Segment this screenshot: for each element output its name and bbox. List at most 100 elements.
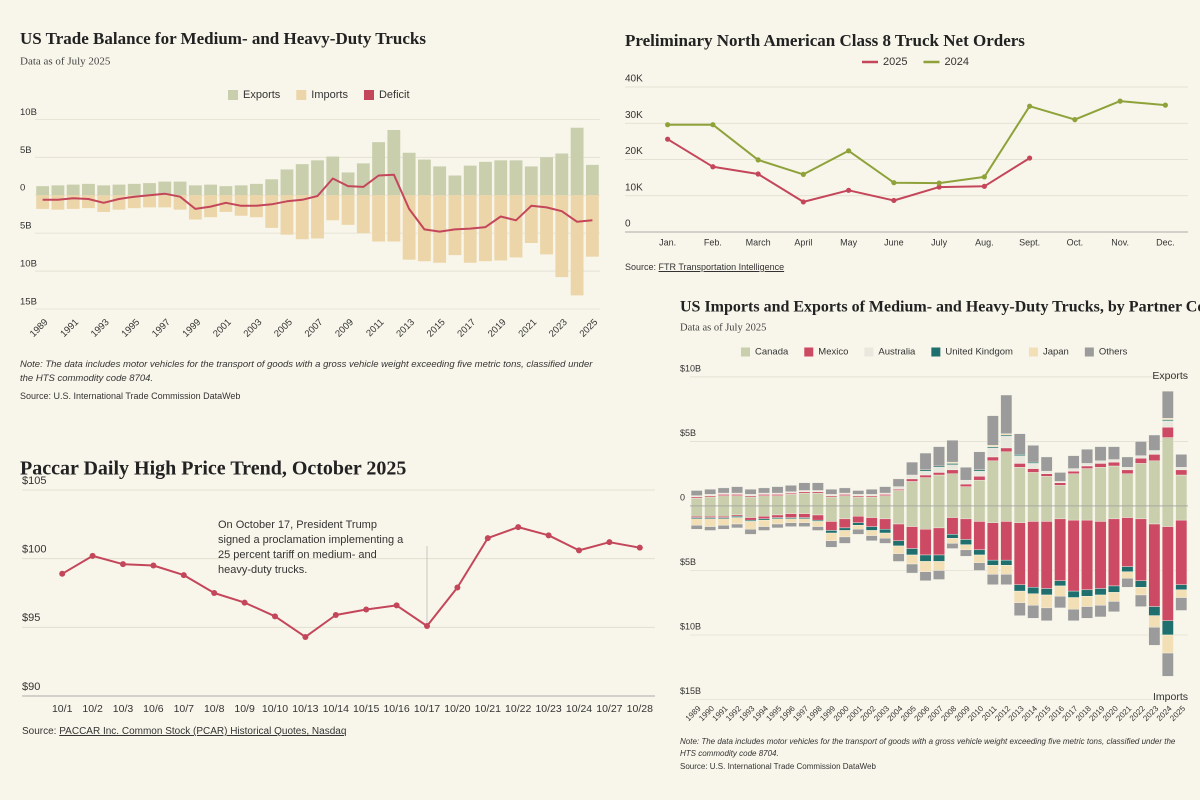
bar-segment bbox=[731, 486, 743, 494]
bar-segment bbox=[771, 495, 784, 507]
bar-segment bbox=[690, 525, 703, 530]
bar bbox=[250, 183, 263, 196]
data-point bbox=[484, 535, 491, 542]
bar-segment bbox=[1161, 526, 1174, 621]
source-link[interactable]: FTR Transportation Intelligence bbox=[658, 262, 785, 272]
bar bbox=[204, 184, 218, 196]
bar-segment bbox=[731, 505, 743, 516]
y-tick-label: $90 bbox=[22, 681, 40, 693]
bar-segment bbox=[1135, 594, 1147, 607]
x-tick-label: July bbox=[931, 237, 948, 247]
bar-segment bbox=[1108, 518, 1120, 587]
data-point bbox=[241, 599, 248, 606]
bar-segment bbox=[798, 505, 811, 514]
x-tick-label: 2011 bbox=[364, 317, 386, 339]
chart-source: Source: FTR Transportation Intelligence bbox=[625, 262, 784, 272]
x-tick-label: 1989 bbox=[28, 317, 51, 340]
bar-segment bbox=[785, 505, 797, 514]
bar bbox=[219, 186, 233, 196]
bar bbox=[448, 195, 462, 256]
y-tick-label: 10B bbox=[20, 259, 37, 270]
y-tick-label: 40K bbox=[625, 74, 643, 85]
bar-segment bbox=[1067, 455, 1080, 469]
bar bbox=[570, 127, 584, 196]
bar-segment bbox=[852, 525, 865, 530]
bar-segment bbox=[1000, 436, 1013, 449]
bar-segment bbox=[879, 538, 892, 544]
bar-segment bbox=[771, 486, 784, 494]
bar-segment bbox=[852, 528, 865, 535]
bar-segment bbox=[1040, 476, 1053, 507]
bar bbox=[188, 195, 202, 220]
bar-segment bbox=[1013, 467, 1026, 507]
bar-segment bbox=[1175, 505, 1188, 521]
x-tick-label: 1999 bbox=[181, 317, 204, 340]
bar-segment bbox=[1148, 505, 1161, 525]
bar-segment bbox=[1013, 433, 1026, 455]
bar-segment bbox=[825, 488, 838, 495]
bar-segment bbox=[960, 479, 972, 485]
bar-segment bbox=[1135, 587, 1147, 596]
y-tick-label: $5B bbox=[680, 428, 696, 438]
bar-segment bbox=[1161, 505, 1174, 527]
bar-segment bbox=[946, 439, 959, 463]
bar-segment bbox=[1067, 597, 1080, 610]
bar-segment bbox=[1081, 463, 1093, 467]
bar-segment bbox=[1040, 505, 1053, 522]
data-point bbox=[981, 183, 987, 189]
bar-segment bbox=[892, 486, 905, 490]
x-tick-label: 2025 bbox=[578, 317, 601, 340]
bar-segment bbox=[825, 530, 838, 534]
bar-segment bbox=[1094, 463, 1107, 468]
bar-segment bbox=[892, 490, 905, 507]
axis-annotation: Exports bbox=[1152, 370, 1188, 382]
bar-segment bbox=[812, 526, 824, 531]
bar-segment bbox=[758, 516, 770, 520]
legend-label: Exports bbox=[243, 89, 281, 101]
bar-segment bbox=[933, 472, 945, 476]
bar-segment bbox=[960, 518, 972, 540]
data-point bbox=[665, 136, 671, 142]
bar-segment bbox=[1027, 463, 1040, 469]
data-point bbox=[59, 570, 66, 577]
axis-annotation: Imports bbox=[1153, 691, 1188, 703]
bar-segment bbox=[973, 476, 986, 481]
bar-segment bbox=[973, 549, 986, 556]
bar bbox=[280, 169, 294, 196]
x-tick-label: 10/8 bbox=[204, 703, 225, 715]
data-point bbox=[1072, 117, 1078, 123]
bar-segment bbox=[1027, 593, 1040, 606]
bar-segment bbox=[933, 474, 945, 507]
bar-segment bbox=[986, 505, 999, 523]
bar-segment bbox=[892, 478, 905, 487]
source-link[interactable]: PACCAR Inc. Common Stock (PCAR) Historic… bbox=[59, 726, 347, 737]
bar-segment bbox=[744, 528, 757, 535]
x-tick-label: Nov. bbox=[1111, 237, 1129, 247]
y-tick-label: 20K bbox=[625, 146, 643, 157]
bar-segment bbox=[919, 452, 932, 471]
x-tick-label: 1993 bbox=[89, 317, 112, 340]
bar-segment bbox=[919, 561, 932, 572]
legend-swatch bbox=[741, 347, 750, 357]
bar-segment bbox=[731, 517, 743, 525]
data-point bbox=[180, 572, 187, 579]
bar-segment bbox=[906, 505, 918, 527]
bar bbox=[66, 184, 80, 196]
bar-segment bbox=[1121, 467, 1134, 471]
bar-segment bbox=[906, 526, 918, 549]
bar-segment bbox=[798, 482, 811, 491]
bar bbox=[433, 195, 447, 263]
bar-segment bbox=[906, 548, 918, 556]
data-point bbox=[800, 171, 806, 177]
x-tick-label: 2013 bbox=[394, 317, 417, 340]
bar-segment bbox=[906, 461, 918, 476]
bar-segment bbox=[1013, 590, 1026, 603]
bar-segment bbox=[973, 562, 986, 571]
bar-segment bbox=[731, 495, 743, 507]
bar-segment bbox=[744, 521, 757, 530]
bar-segment bbox=[1040, 607, 1053, 621]
data-line bbox=[667, 100, 1166, 185]
bar-segment bbox=[919, 554, 932, 562]
x-tick-label: 1991 bbox=[58, 317, 81, 340]
legend-label: Others bbox=[1099, 347, 1128, 358]
